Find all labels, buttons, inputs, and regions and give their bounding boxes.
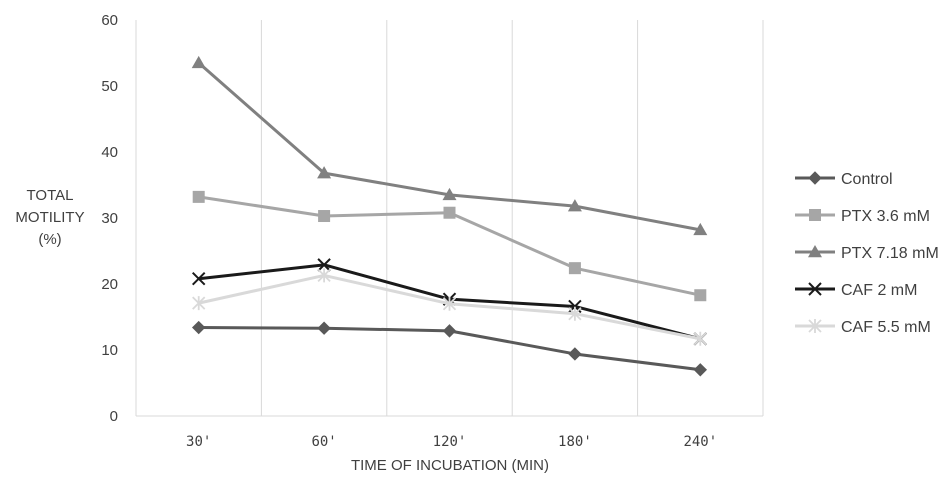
data-point — [442, 187, 457, 201]
legend-label: CAF 5.5 mM — [841, 319, 931, 336]
series-control — [191, 320, 708, 377]
series-layer — [191, 55, 708, 377]
legend-marker — [808, 282, 822, 296]
legend-item: PTX 3.6 mM — [795, 208, 930, 225]
data-point — [568, 347, 582, 361]
data-point — [693, 222, 708, 236]
legend-item: Control — [795, 171, 893, 188]
series-ptx-7-18-mm — [191, 55, 708, 236]
data-point — [442, 296, 457, 311]
y-axis-title: TOTAL MOTILITY (%) — [15, 187, 84, 248]
legend-marker — [808, 171, 822, 185]
data-point — [192, 296, 206, 311]
data-point — [442, 324, 457, 338]
data-point — [192, 190, 205, 203]
data-point — [317, 166, 332, 179]
data-point — [567, 199, 582, 212]
legend-label: PTX 7.18 mM — [841, 245, 939, 262]
data-point — [694, 289, 707, 302]
data-point — [443, 206, 456, 219]
y-tick-label: 10 — [101, 342, 118, 359]
y-tick-label: 60 — [101, 12, 118, 29]
legend-item: PTX 7.18 mM — [795, 245, 939, 262]
series-ptx-3-6-mm — [192, 190, 707, 302]
data-point — [317, 321, 331, 335]
y-axis-ticks: 0 10 20 30 40 50 60 — [101, 12, 118, 425]
x-tick-label: 60' — [311, 434, 336, 450]
y-tick-label: 40 — [101, 144, 118, 161]
data-point — [191, 272, 206, 286]
data-point — [693, 363, 708, 377]
legend-marker — [808, 319, 822, 333]
x-axis-ticks: 30' 60' 120' 180' 240' — [186, 434, 717, 450]
legend-marker — [808, 245, 822, 258]
legend-label: PTX 3.6 mM — [841, 208, 930, 225]
data-point — [317, 258, 331, 272]
y-tick-label: 20 — [101, 276, 118, 293]
x-tick-label: 180' — [558, 434, 592, 450]
data-point — [317, 268, 331, 283]
data-point — [693, 331, 707, 346]
legend-item: CAF 2 mM — [795, 282, 917, 299]
series-caf-5-5-mm — [192, 268, 707, 346]
data-point — [191, 320, 206, 335]
legend: Control PTX 3.6 mM PTX 7.18 mM CAF 2 mM CAF … — [795, 171, 939, 336]
y-axis-title-line: (%) — [38, 231, 61, 248]
legend-label: Control — [841, 171, 893, 188]
x-tick-label: 30' — [186, 434, 211, 450]
legend-marker — [809, 209, 821, 221]
data-point — [568, 306, 582, 321]
series-line — [197, 61, 701, 232]
y-tick-label: 50 — [101, 78, 118, 95]
y-tick-label: 0 — [110, 408, 118, 425]
data-point — [568, 262, 581, 275]
x-axis-title: TIME OF INCUBATION (MIN) — [351, 457, 549, 474]
legend-item: CAF 5.5 mM — [795, 319, 931, 336]
y-tick-label: 30 — [101, 210, 118, 227]
x-tick-label: 240' — [683, 434, 717, 450]
x-tick-label: 120' — [433, 434, 467, 450]
y-axis-title-line: MOTILITY — [15, 209, 84, 226]
data-point — [318, 210, 331, 223]
y-axis-title-line: TOTAL — [27, 187, 74, 204]
legend-label: CAF 2 mM — [841, 282, 917, 299]
data-point — [191, 55, 206, 69]
